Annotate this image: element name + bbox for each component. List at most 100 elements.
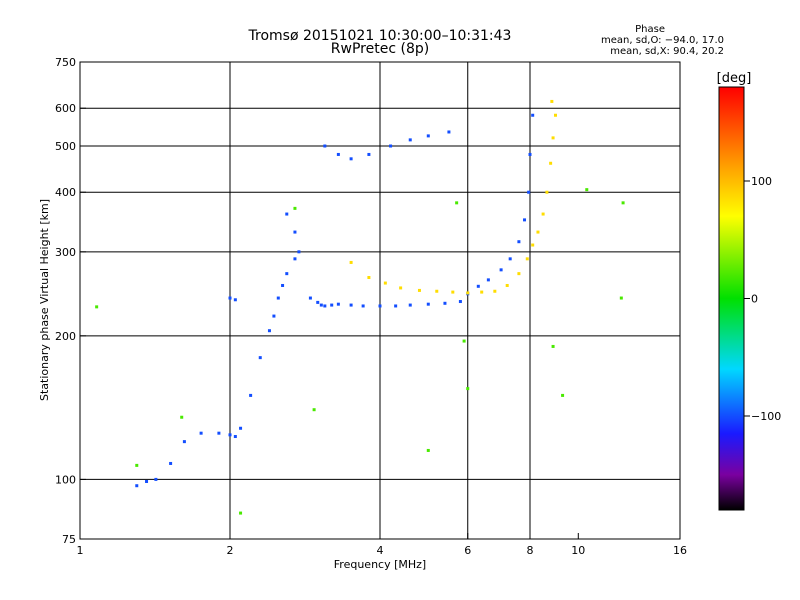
data-point [476, 284, 480, 288]
data-point [531, 113, 535, 117]
data-point [541, 212, 545, 216]
data-point [349, 157, 353, 161]
x-axis-label: Frequency [MHz] [334, 558, 426, 571]
data-point [135, 484, 139, 488]
data-point [323, 304, 327, 308]
data-point [293, 257, 297, 261]
data-point [308, 296, 312, 300]
data-point [180, 415, 184, 419]
data-point [239, 511, 243, 515]
data-point [217, 431, 221, 435]
x-tick-label: 16 [673, 544, 687, 557]
y-tick-label: 300 [55, 246, 76, 259]
chart-subtitle: RwPretec (8p) [331, 41, 429, 57]
x-tick-label: 6 [464, 544, 471, 557]
data-point [466, 291, 470, 295]
data-point [525, 257, 529, 261]
data-point [426, 134, 430, 138]
data-point [285, 272, 289, 276]
data-point [233, 298, 237, 302]
data-point [145, 479, 149, 483]
y-tick-label: 400 [55, 186, 76, 199]
data-point [297, 250, 301, 254]
y-tick-label: 600 [55, 102, 76, 115]
y-tick-label: 75 [62, 533, 76, 546]
data-point [135, 463, 139, 467]
data-point [319, 303, 323, 307]
data-point [378, 304, 382, 308]
data-point [408, 303, 412, 307]
data-point [561, 393, 565, 397]
data-point [389, 144, 393, 148]
data-point [281, 283, 285, 287]
x-tick-label: 2 [227, 544, 234, 557]
data-point [239, 426, 243, 430]
data-point [267, 329, 271, 333]
data-point [330, 303, 334, 307]
axis-ticks: 1 2 4 6 8 10 16 75 100 200 300 400 500 600 750 [55, 56, 687, 557]
data-point [443, 301, 447, 305]
data-point [169, 461, 173, 465]
data-point [154, 477, 158, 481]
data-point [399, 286, 403, 290]
data-point [621, 201, 625, 205]
x-tick-label: 10 [571, 544, 585, 557]
data-point [549, 161, 553, 165]
data-point [394, 304, 398, 308]
data-point [272, 314, 276, 318]
y-tick-label: 200 [55, 330, 76, 343]
phase-stats-heading: Phase [635, 24, 665, 35]
grid-lines [80, 62, 680, 539]
phase-colorbar [718, 86, 745, 511]
data-point [336, 302, 340, 306]
data-point [312, 408, 316, 412]
data-point [480, 290, 484, 294]
data-point [408, 138, 412, 142]
colorbar-unit-label: [deg] [717, 71, 752, 86]
data-point [349, 260, 353, 264]
data-point [367, 276, 371, 280]
y-tick-label: 750 [55, 56, 76, 69]
data-point [505, 283, 509, 287]
data-point [233, 435, 237, 439]
data-point [182, 440, 186, 444]
x-tick-label: 1 [77, 544, 84, 557]
x-tick-label: 8 [527, 544, 534, 557]
colorbar-ticks: 100 0 −100 [744, 175, 781, 423]
x-tick-label: 4 [377, 544, 384, 557]
data-point [349, 303, 353, 307]
data-point [426, 302, 430, 306]
data-point [258, 356, 262, 360]
data-point [447, 130, 451, 134]
data-point [228, 433, 232, 437]
data-point [517, 240, 521, 244]
y-tick-label: 500 [55, 140, 76, 153]
y-tick-label: 100 [55, 473, 76, 486]
data-point [553, 113, 557, 117]
data-point [551, 344, 555, 348]
data-point [508, 257, 512, 261]
phase-stats-x: mean, sd,X: 90.4, 20.2 [610, 46, 724, 57]
data-point [95, 305, 99, 309]
data-point [585, 188, 589, 192]
colorbar-tick-label: 0 [751, 293, 758, 306]
data-point [466, 387, 470, 391]
data-point [527, 190, 531, 194]
data-point [435, 289, 439, 293]
data-point [285, 212, 289, 216]
data-point [528, 152, 532, 156]
data-point [249, 393, 253, 397]
y-axis-label: Stationary phase Virtual Height [km] [38, 199, 51, 401]
data-point [523, 218, 527, 222]
data-point [367, 152, 371, 156]
data-point [276, 296, 280, 300]
data-point [228, 296, 232, 300]
data-point [517, 272, 521, 276]
data-point [486, 278, 490, 282]
data-point [550, 99, 554, 103]
data-point [551, 136, 555, 140]
data-point [455, 201, 459, 205]
phase-stats-o: mean, sd,O: −94.0, 17.0 [601, 35, 724, 46]
data-point [451, 290, 455, 294]
